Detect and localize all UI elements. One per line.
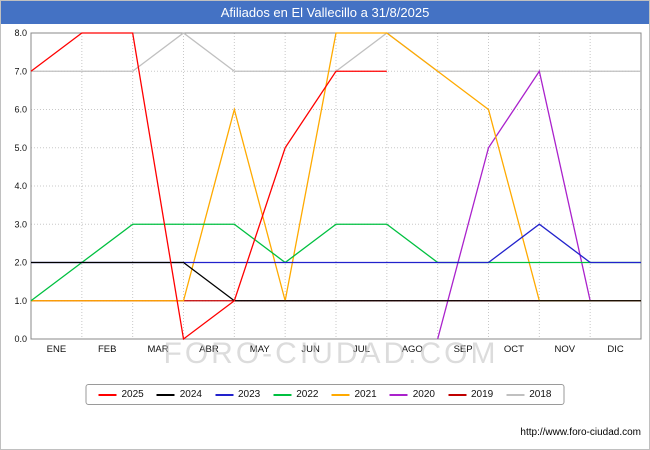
footer: http://www.foro-ciudad.com [520,427,641,438]
x-axis-month-label: JUL [353,344,370,355]
legend-label: 2019 [471,389,494,400]
y-axis-tick-label: 3.0 [14,219,27,229]
chart-legend: 2025 2024 2023 2022 2021 2020 2019 2018 [85,384,565,405]
series-line-2021 [31,32,641,302]
x-axis-month-label: NOV [554,344,575,355]
legend-label: 2022 [296,389,319,400]
legend-label: 2020 [412,389,435,400]
x-axis-month-label: ABR [199,344,219,355]
y-axis-tick-label: 7.0 [14,66,27,76]
legend-swatch-2019 [448,393,466,396]
legend-item-2025: 2025 [98,389,144,400]
y-axis-tick-label: 6.0 [14,105,27,115]
x-axis-month-label: SEP [454,344,473,355]
legend-label: 2021 [354,389,377,400]
legend-label: 2018 [529,389,552,400]
legend-item-2021: 2021 [331,389,377,400]
y-axis-tick-label: 2.0 [14,258,27,268]
x-axis-month-label: MAY [250,344,271,355]
x-axis-month-label: MAR [148,344,169,355]
legend-label: 2025 [121,389,144,400]
x-axis-month-label: OCT [504,344,524,355]
legend-swatch-2025 [98,393,117,396]
legend-swatch-2021 [331,393,350,396]
legend-swatch-2018 [506,393,525,396]
legend-item-2018: 2018 [506,389,552,400]
y-axis-tick-label: 0.0 [14,334,27,344]
chart-title-bar: Afiliados en El Vallecillo a 31/8/2025 [1,1,649,24]
series-line-2018 [31,32,641,72]
x-axis-month-label: ENE [47,344,67,355]
watermark: FORO-CIUDAD.COM [164,337,499,370]
legend-swatch-2022 [273,393,292,396]
legend-item-2022: 2022 [273,389,319,400]
x-axis-month-label: DIC [607,344,624,355]
y-axis-tick-label: 5.0 [14,143,27,153]
footer-url[interactable]: http://www.foro-ciudad.com [520,427,641,438]
series-line-2025 [30,32,387,341]
chart-title: Afiliados en El Vallecillo a 31/8/2025 [220,5,430,20]
legend-label: 2024 [179,389,202,400]
legend-swatch-2024 [156,393,175,396]
x-axis-month-label: JUN [301,344,320,355]
series-line-2024 [31,261,641,302]
legend-item-2019: 2019 [448,389,493,400]
y-axis-tick-label: 1.0 [14,296,27,306]
legend-item-2023: 2023 [215,389,260,400]
legend-swatch-2020 [389,393,408,396]
series-line-2022 [30,223,641,302]
legend-label: 2023 [238,389,261,400]
x-axis-month-label: AGO [402,344,423,355]
x-axis-month-label: FEB [98,344,116,355]
legend-item-2024: 2024 [156,389,202,400]
legend-swatch-2023 [215,393,233,396]
y-axis-tick-label: 8.0 [14,28,27,38]
y-axis-tick-label: 4.0 [14,181,27,191]
legend-item-2020: 2020 [389,389,435,400]
